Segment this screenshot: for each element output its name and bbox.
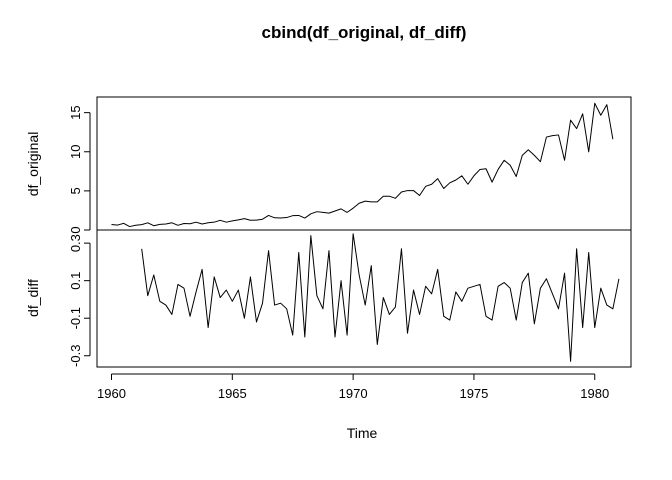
x-axis-title: Time [347,425,378,441]
panel-1-y-tick-label: 10 [68,145,83,159]
panel-2-y-tick-label: -0.1 [68,307,83,329]
panel-2-frame [96,229,632,368]
chart-title: cbind(df_original, df_diff) [262,23,467,42]
panel-1-frame [96,96,632,231]
x-tick-label: 1965 [218,386,247,401]
panel-2-y-tick-label: 0.1 [68,272,83,290]
panel-1-y-axis-title: df_original [25,132,41,197]
panel-1-y-tick-label: 15 [68,105,83,119]
panel-2-y-tick-label: 0.3 [68,234,83,252]
x-tick-label: 1970 [339,386,368,401]
panel-1-series-line [111,102,614,228]
panel-2-y-axis-title: df_diff [25,279,41,317]
panel-1-y-tick-label: 5 [68,187,83,194]
panel-2-series-line [141,233,620,362]
x-tick-label: 1980 [580,386,609,401]
panel-2-y-tick-label: -0.3 [68,345,83,367]
panel-1-y-tick-label: 0 [68,226,83,233]
x-tick-label: 1975 [459,386,488,401]
x-tick-label: 1960 [97,386,126,401]
